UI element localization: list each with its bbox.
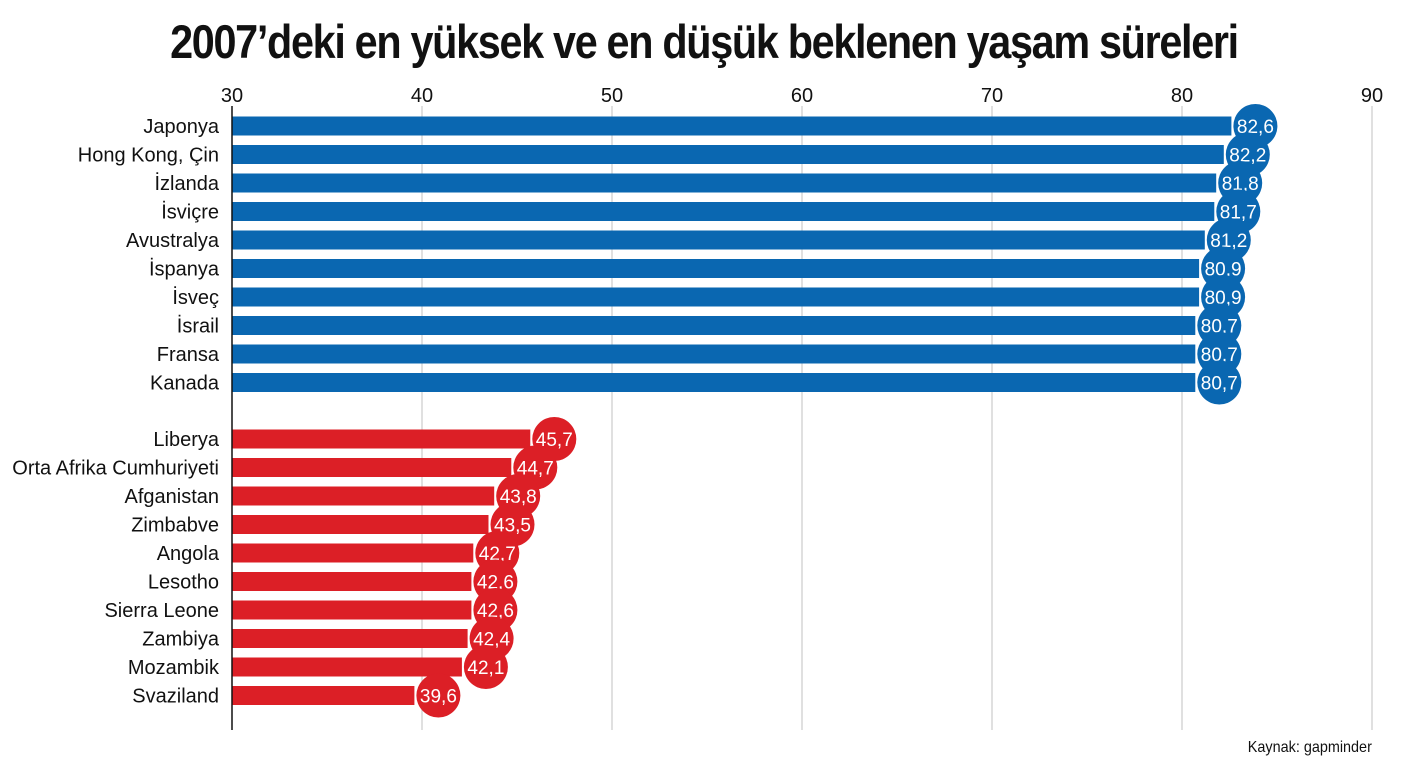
x-axis-ticks: 30 40 50 60 70 80 90 (221, 85, 1383, 107)
bar (232, 543, 474, 563)
category-label: İspanya (149, 258, 220, 281)
value-label: 80,9 (1205, 288, 1242, 309)
category-label: İsviçre (161, 201, 219, 224)
bar (232, 145, 1224, 164)
bar (232, 202, 1215, 221)
bar (232, 657, 462, 677)
bar (232, 116, 1232, 136)
bars (232, 116, 1232, 705)
category-label: Zambiya (142, 629, 220, 651)
value-label: 80,7 (1201, 374, 1238, 395)
category-label: Sierra Leone (104, 600, 219, 622)
category-label: Japonya (143, 116, 219, 138)
bar (232, 230, 1205, 250)
category-label: Mozambik (128, 657, 220, 679)
value-badges: 82,682,281,881,781,280,980,980,780,780,7… (416, 104, 1278, 718)
bar (232, 486, 495, 506)
category-label: Hong Kong, Çin (78, 145, 219, 167)
value-label: 42,6 (477, 573, 514, 594)
category-label: Svaziland (132, 686, 219, 708)
category-label: Zimbabve (131, 515, 219, 537)
value-badge (463, 645, 508, 689)
x-tick-label: 60 (791, 85, 813, 107)
value-label: 39,6 (420, 687, 457, 708)
value-label: 42,4 (473, 630, 510, 651)
value-label: 80,7 (1201, 345, 1238, 366)
value-label: 80,7 (1201, 317, 1238, 338)
bar (232, 173, 1217, 193)
bar (232, 572, 472, 591)
value-label: 45,7 (536, 430, 573, 451)
value-label: 42,1 (467, 658, 504, 679)
bar (232, 600, 472, 620)
x-tick-label: 30 (221, 85, 243, 107)
bar (232, 344, 1196, 364)
category-label: Angola (157, 543, 220, 565)
category-label: Afganistan (124, 486, 219, 508)
category-label: Avustralya (126, 230, 220, 252)
bar (232, 259, 1200, 278)
bar (232, 429, 531, 449)
category-label: Lesotho (148, 572, 219, 594)
value-label: 43,5 (494, 516, 531, 537)
category-label: Kanada (150, 373, 220, 395)
bar (232, 458, 512, 477)
category-label: İsrail (177, 315, 219, 338)
chart-title: 2007’deki en yüksek ve en düşük beklenen… (170, 15, 1239, 68)
x-tick-label: 50 (601, 85, 623, 107)
source-note: Kaynak: gapminder (1247, 739, 1372, 756)
value-label: 42,6 (477, 601, 514, 622)
bar (232, 316, 1196, 335)
category-label: Fransa (157, 344, 220, 366)
x-tick-label: 70 (981, 85, 1003, 107)
value-badge (1197, 360, 1242, 405)
bar (232, 629, 468, 648)
x-tick-label: 80 (1171, 85, 1193, 107)
bar (232, 686, 415, 705)
bar (232, 287, 1200, 307)
value-label: 80,9 (1205, 260, 1242, 281)
category-labels: Japonya Hong Kong, Çin İzlanda İsviçre Avust… (12, 116, 220, 708)
bar (232, 373, 1196, 392)
value-label: 81,8 (1222, 174, 1259, 195)
category-label: İzlanda (155, 172, 220, 195)
x-tick-label: 90 (1361, 85, 1383, 107)
category-label: Liberya (153, 429, 219, 451)
value-badge (416, 673, 461, 718)
value-label: 44,7 (517, 459, 554, 480)
value-label: 42,7 (479, 544, 516, 565)
category-label: Orta Afrika Cumhuriyeti (12, 458, 219, 480)
category-label: İsveç (172, 286, 219, 309)
value-label: 81,2 (1210, 231, 1247, 252)
bar (232, 515, 489, 534)
value-label: 43,8 (500, 487, 537, 508)
x-tick-label: 40 (411, 85, 433, 107)
